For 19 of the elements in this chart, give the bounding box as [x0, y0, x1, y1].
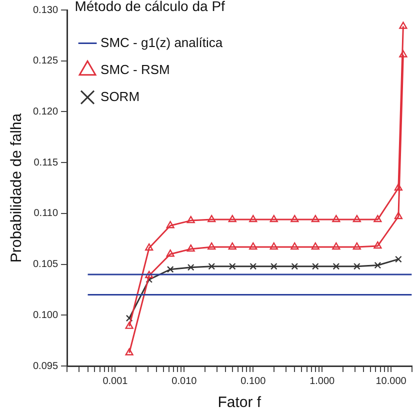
- y-tick-label: 0.120: [32, 106, 58, 118]
- legend-label: SMC - g1(z) analítica: [100, 34, 224, 50]
- x-tick-label: 0.001: [102, 376, 128, 387]
- x-tick-label: 0.100: [240, 376, 266, 387]
- x-tick-label: 1.000: [310, 376, 336, 387]
- legend-label: SMC - RSM: [100, 62, 170, 77]
- x-axis-title: Fator f: [218, 394, 262, 412]
- y-tick-label: 0.115: [34, 157, 58, 168]
- y-tick-label: 0.125: [32, 56, 58, 67]
- legend-label: SORM: [100, 88, 140, 104]
- legend-title: Método de cálculo da Pf: [74, 0, 226, 14]
- y-tick-label: 0.110: [34, 208, 58, 220]
- x-tick-label: 0.010: [172, 376, 198, 387]
- y-tick-label: 0.105: [32, 259, 58, 270]
- y-tick-label: 0.130: [32, 4, 58, 16]
- x-tick-label: 10.000: [376, 376, 407, 387]
- y-tick-label: 0.095: [32, 360, 58, 372]
- y-axis-title: Probabilidade de falha: [8, 112, 26, 263]
- y-tick-label: 0.100: [32, 310, 58, 321]
